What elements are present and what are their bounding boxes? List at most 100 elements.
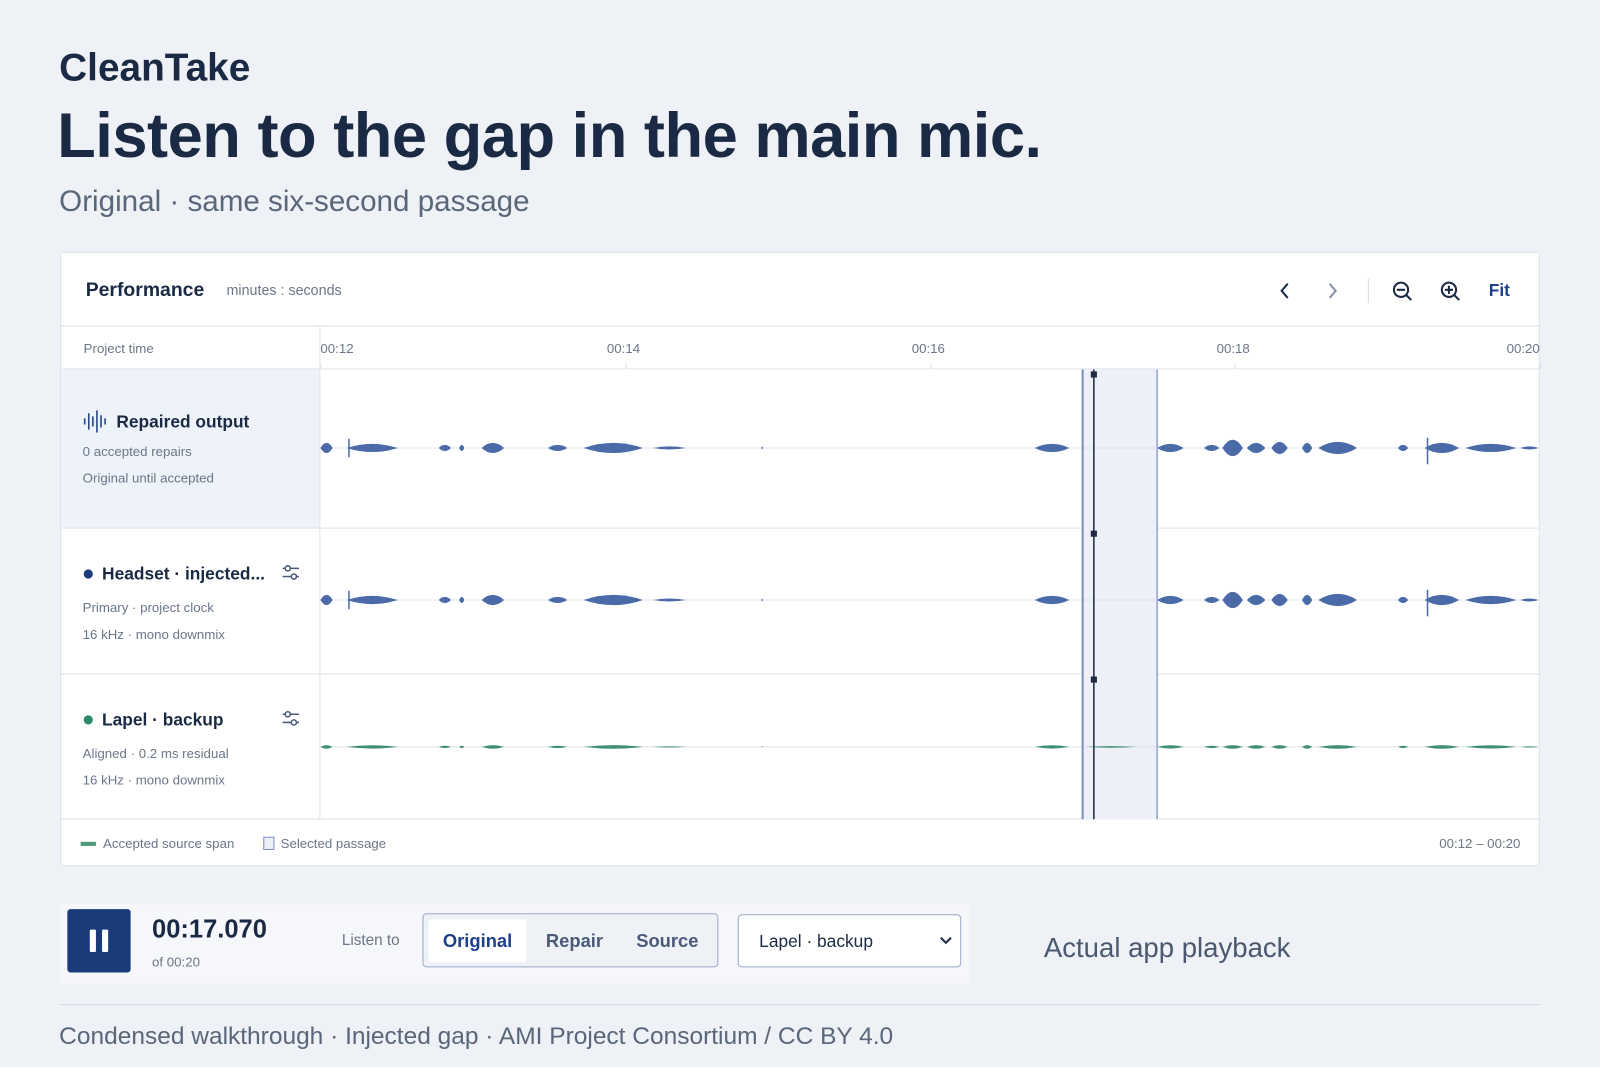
separator [60,1004,1541,1006]
waveform [1397,745,1409,749]
note: Actual app playback [1043,932,1291,964]
track-name: Lapel · backup [102,710,224,730]
pause-button[interactable] [67,909,131,973]
waveform [459,444,465,452]
tick-label: 00:12 [320,340,354,357]
legend-label: Accepted source span [103,835,235,852]
track-name: Repaired output [116,412,250,432]
tick-label: 00:16 [911,340,945,357]
option-original[interactable]: Original [428,919,527,963]
waveform [346,745,398,749]
waveform [1222,439,1243,457]
tick-mark [930,363,932,369]
headline: Listen to the gap in the main mic. [57,101,1042,172]
tick-mark [1234,363,1236,369]
subtitle: Original · same six-second passage [59,185,530,219]
footer: Condensed walkthrough · Injected gap · A… [59,1022,894,1050]
playhead-handle [1090,676,1097,683]
divider [61,818,1539,820]
settings-button[interactable] [282,710,300,726]
track-dot [83,569,93,579]
waveform [1271,441,1288,455]
waveform [583,745,643,749]
total-time: of 00:20 [152,954,200,970]
divider [61,673,1539,675]
waveform [1157,443,1184,453]
waveform [438,596,452,604]
waveform [1246,594,1266,606]
waveform [547,444,568,452]
waveform [547,745,568,749]
waveform [481,594,505,606]
waveform [1204,596,1220,604]
zoom-out[interactable] [1392,281,1412,301]
waveform [1318,441,1358,455]
waveform [346,443,398,453]
source-select[interactable]: Lapel · backup [737,914,962,968]
zoom-in[interactable] [1440,281,1460,301]
divider [319,326,321,820]
option-repair[interactable]: Repair [545,930,604,952]
track-dot [83,715,93,725]
waveform [481,745,505,749]
waveform [583,442,643,454]
pause-bar [89,929,96,953]
current-time: 00:17.070 [152,915,267,944]
tick-mark [1539,363,1541,369]
waveform [1302,594,1313,606]
playhead-handle [1090,530,1097,537]
select-value: Lapel · backup [759,931,873,952]
select-arrow [940,937,952,945]
tick-mark [625,363,627,369]
waveform [1302,442,1313,454]
unit-label: minutes : seconds [226,281,342,298]
waveform [761,598,764,602]
track-info: Aligned · 0.2 ms residual [82,745,229,762]
waveform [1034,443,1070,453]
waveform [1302,745,1313,749]
track-info: Original until accepted [82,470,214,486]
waveform [547,596,568,604]
fit-button[interactable]: Fit [1488,280,1510,300]
waveform [438,745,452,749]
option-source[interactable]: Source [636,930,699,952]
legend-label: Selected passage [280,835,387,852]
waveform [1204,745,1220,749]
settings-button[interactable] [282,564,300,580]
panel-title: Performance [85,279,205,302]
prev-button[interactable] [1280,283,1289,299]
waveform [1271,745,1288,749]
waveform [1204,444,1220,452]
waveform [653,598,686,602]
waveform [1397,596,1409,604]
waveform [761,746,764,748]
waveform-icon [83,410,106,433]
waveform [1465,595,1517,605]
waveform [346,595,398,605]
segmented-control: Original Repair Source [422,913,719,968]
tick-label: 00:20 [1506,340,1540,357]
waveform [1520,446,1539,450]
track-info: 0 accepted repairs [82,443,192,460]
waveform [1318,745,1358,749]
waveform [1520,746,1539,748]
listen-label: Listen to [341,931,400,949]
waveform [1424,442,1460,454]
legend-swatch [263,836,275,850]
track-info: 16 kHz · mono downmix [82,626,225,642]
waveform [1246,442,1266,454]
ruler-label: Project time [83,340,154,357]
waveform [583,594,643,606]
range-label: 00:12 – 00:20 [1439,835,1521,852]
waveform [1465,745,1517,749]
divider [61,527,1539,529]
waveform [1424,745,1460,749]
divider [61,368,1539,370]
next-button[interactable] [1328,283,1338,299]
legend-swatch [80,841,96,846]
waveform [1246,745,1266,749]
toolbar [1280,278,1460,304]
waveform [320,745,333,749]
